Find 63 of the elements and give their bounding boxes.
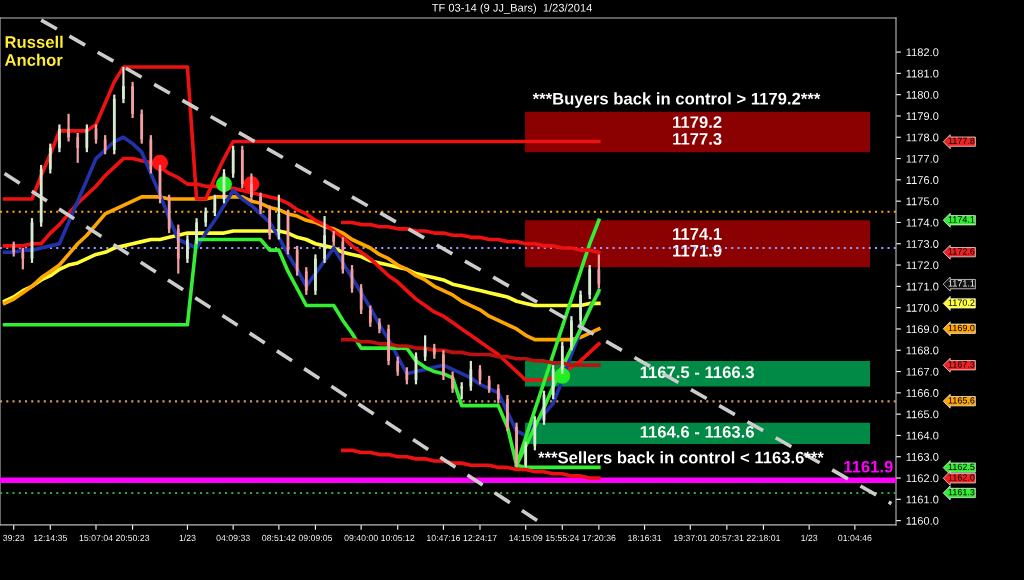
y-tick-label: 1161.0 <box>906 495 939 504</box>
x-tick-label: 12:14:35 <box>33 534 67 542</box>
x-tick-label: 1/23 <box>801 534 818 542</box>
x-tick-label: 09:09:05 <box>298 534 333 542</box>
text: 1170.2 <box>948 299 975 306</box>
text: 1165.6 <box>948 397 975 404</box>
band-label: 1174.1 1171.9 <box>673 228 722 257</box>
chart-title: TF 03-14 (9 JJ_Bars) 1/23/2014 <box>431 3 592 14</box>
x-tick-label: 15:55:24 <box>545 534 580 542</box>
x-tick-label: 12:24:17 <box>463 534 497 541</box>
band-label: 1167.5 - 1166.3 <box>640 366 754 379</box>
text: 1174.1 <box>948 216 975 223</box>
x-tick-label: 17:20:36 <box>582 534 616 542</box>
y-tick-label: 1167.0 <box>906 367 939 376</box>
x-tick-label: 22:18:01 <box>746 534 781 542</box>
text: 1172.6 <box>948 248 975 255</box>
x-tick-label: 10:05:12 <box>381 534 415 542</box>
y-tick-label: 1177.0 <box>906 154 939 163</box>
x-tick-label: 39:23 <box>3 534 25 542</box>
y-tick-label: 1182.0 <box>906 48 939 57</box>
x-tick-label: 19:37:01 <box>673 534 707 542</box>
band-label: 1179.2 1177.3 <box>673 116 722 145</box>
y-tick-label: 1180.0 <box>906 90 939 99</box>
x-tick-label: 20:50:23 <box>115 534 150 542</box>
text: 1167.3 <box>948 361 975 368</box>
y-tick-label: 1166.0 <box>906 389 939 397</box>
y-tick-label: 1171.0 <box>906 282 939 291</box>
text: 1162.5 <box>948 463 975 471</box>
band-label: 1164.6 - 1163.6 <box>640 425 754 438</box>
y-tick-label: 1168.0 <box>906 346 939 355</box>
x-tick-label: 04:09:33 <box>216 534 250 542</box>
text: 1177.8 <box>948 137 975 145</box>
y-tick-label: 1164.0 <box>906 431 939 440</box>
y-tick-label: 1165.0 <box>906 410 939 419</box>
y-tick-label: 1181.0 <box>906 69 939 78</box>
x-tick-label: 10:47:16 <box>427 534 461 542</box>
x-tick-label: 09:40:00 <box>344 534 378 542</box>
text: 1171.1 <box>948 280 975 287</box>
text: 1169.0 <box>948 324 975 332</box>
annotation: ***Buyers back in control > 1179.2*** <box>532 92 821 108</box>
x-tick-label: 1/23 <box>179 534 196 542</box>
y-tick-label: 1175.0 <box>906 197 939 206</box>
annotation: Russell Anchor <box>4 35 63 66</box>
y-tick-label: 1178.0 <box>906 133 939 142</box>
y-tick-label: 1160.0 <box>906 516 939 525</box>
y-tick-label: 1179.0 <box>906 112 939 121</box>
y-tick-label: 1174.0 <box>906 218 939 227</box>
y-tick-label: 1163.0 <box>906 453 939 461</box>
y-tick-label: 1176.0 <box>906 176 939 184</box>
x-tick-label: 14:15:09 <box>509 534 543 542</box>
y-tick-label: 1162.0 <box>906 474 939 483</box>
x-tick-label: 08:51:42 <box>262 534 296 542</box>
x-tick-label: 15:07:04 <box>79 534 113 542</box>
x-tick-label: 01:04:46 <box>838 534 872 542</box>
y-tick-label: 1172.0 <box>906 261 939 270</box>
x-tick-label: 18:16:31 <box>628 534 662 542</box>
text: 1161.3 <box>948 488 975 496</box>
x-tick-label: 20:57:31 <box>710 534 744 542</box>
y-tick-label: 1173.0 <box>906 240 939 248</box>
y-tick-label: 1169.0 <box>906 325 939 334</box>
text: 1162.0 <box>948 474 975 481</box>
ref-line-label: 1161.9 <box>844 460 893 473</box>
y-tick-label: 1170.0 <box>906 303 939 312</box>
